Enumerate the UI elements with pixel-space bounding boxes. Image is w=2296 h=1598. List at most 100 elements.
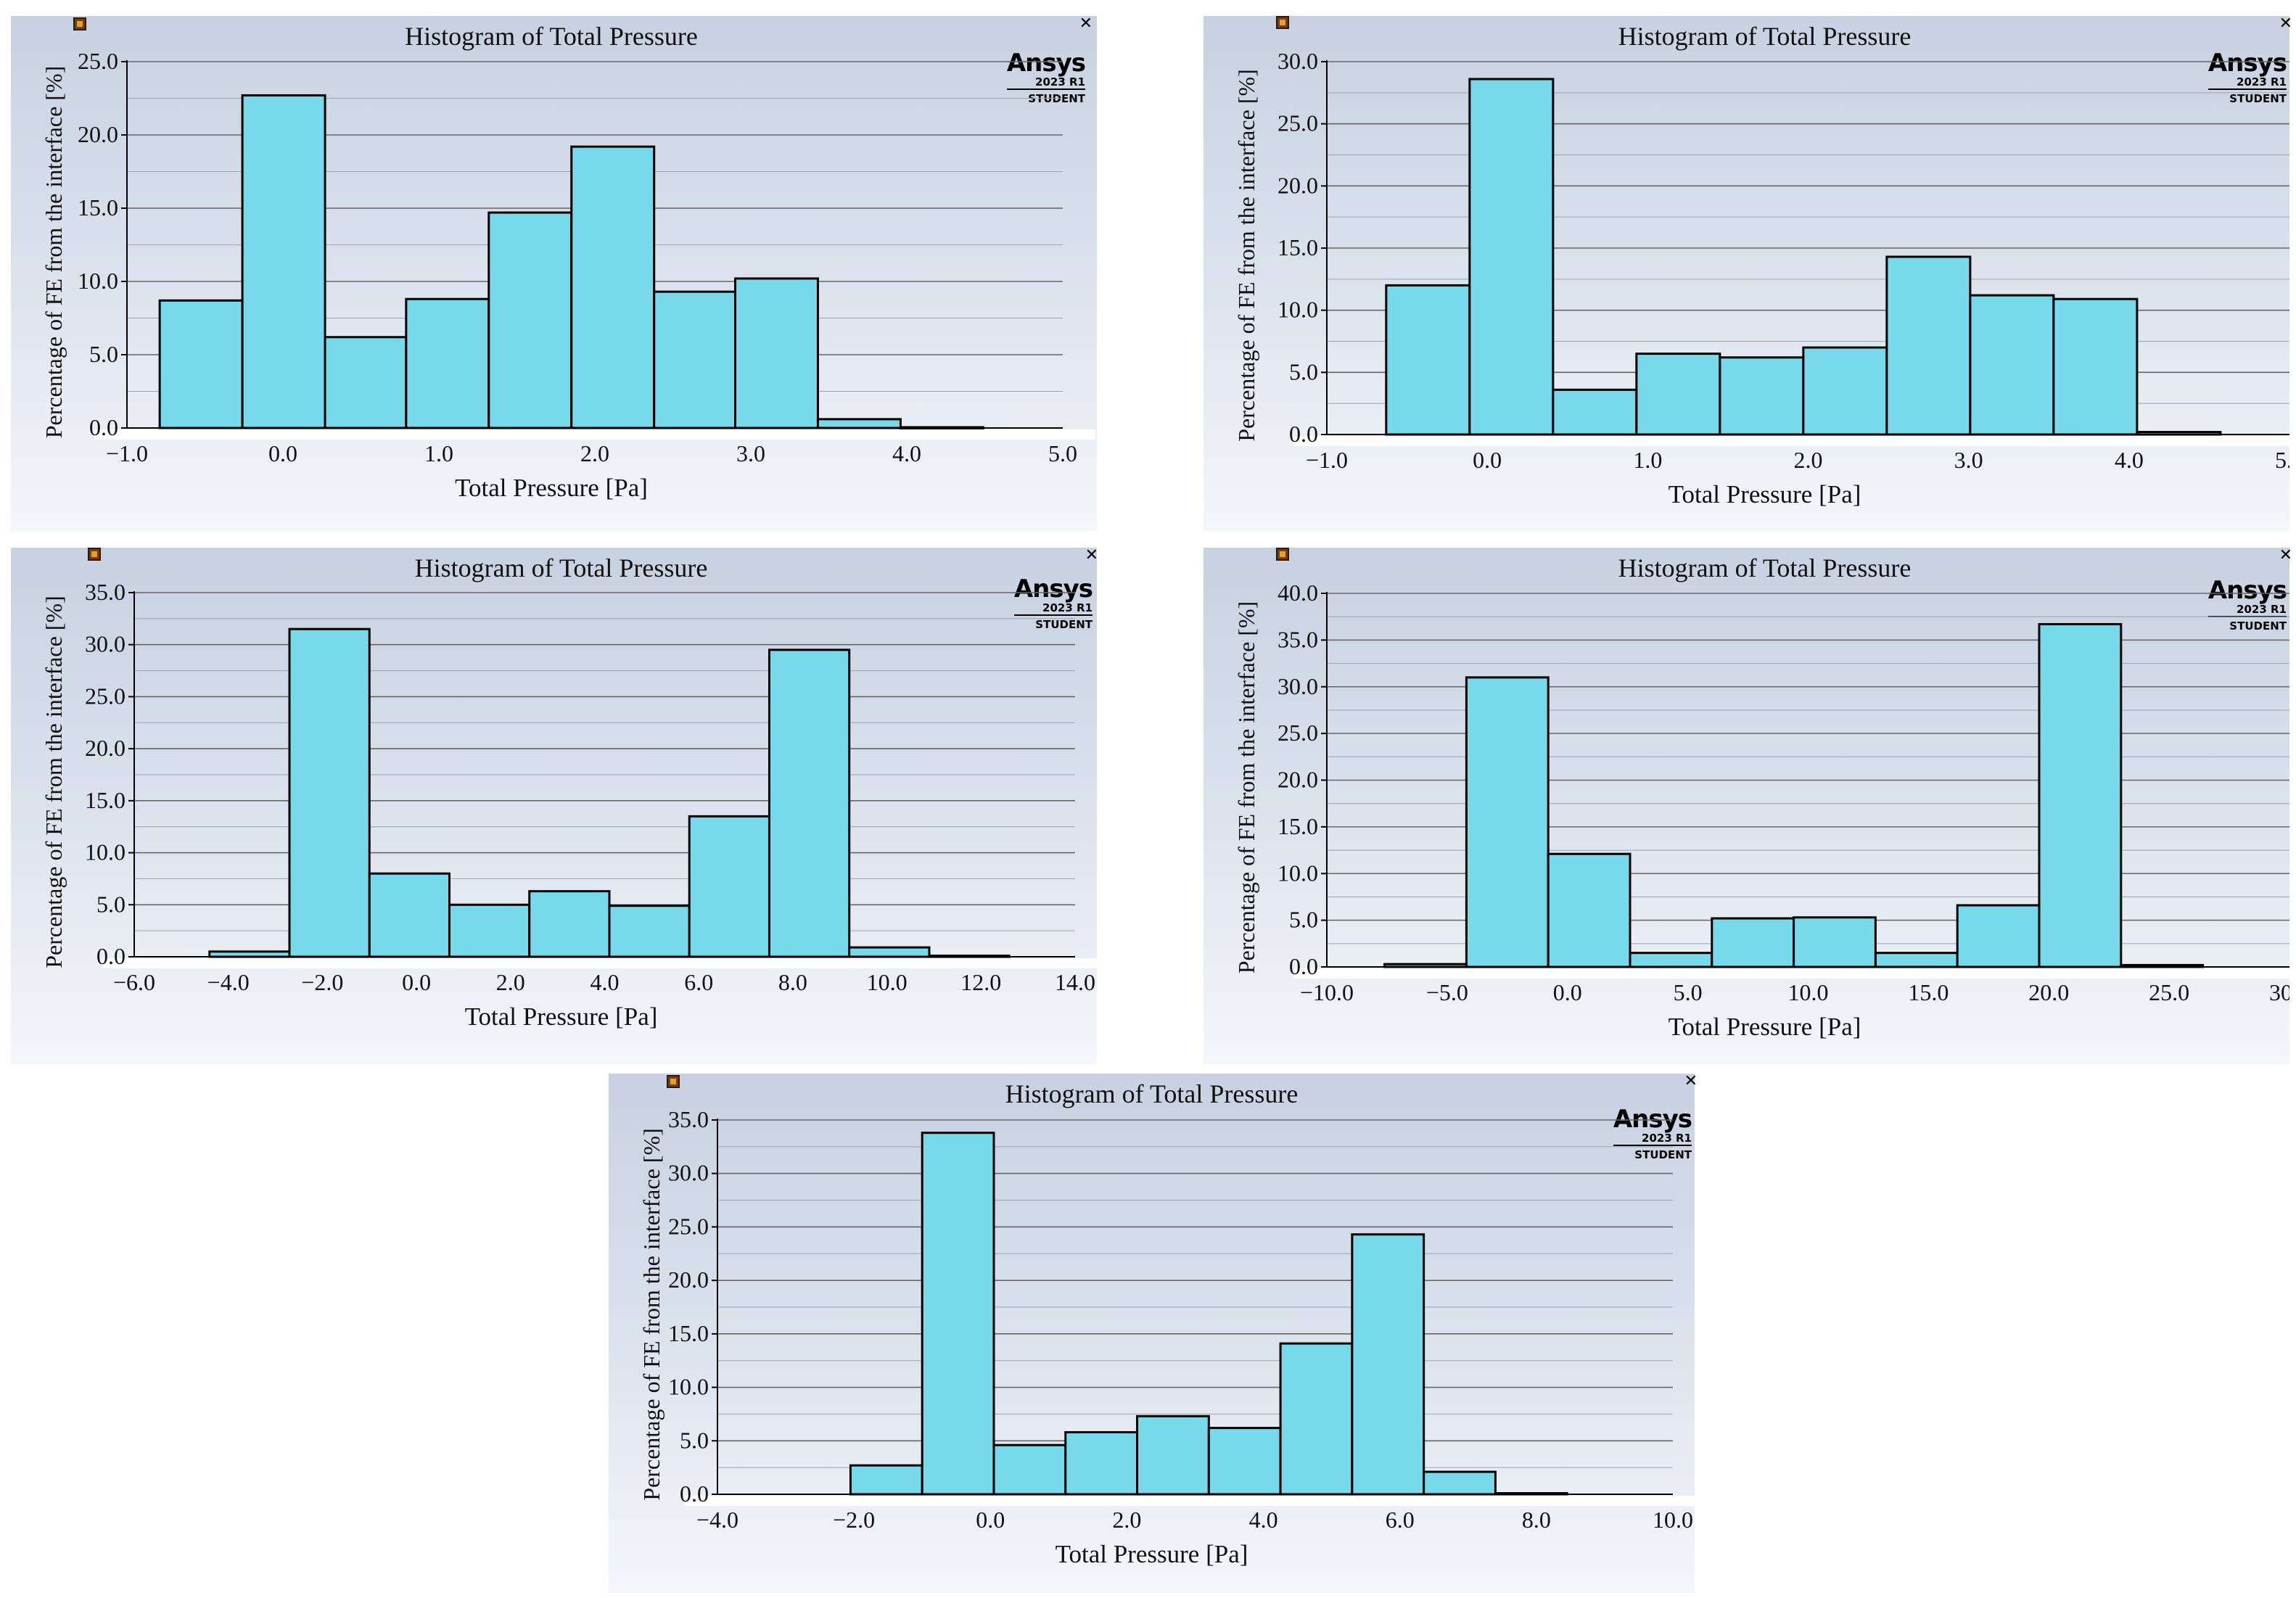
histogram-bar — [368, 872, 450, 958]
x-tick-label: 8.0 — [1522, 1507, 1551, 1533]
y-axis-label: Percentage of FE from the interface [%] — [41, 596, 67, 968]
x-tick-label: 6.0 — [1386, 1507, 1415, 1533]
axis-band — [1294, 968, 2289, 979]
ansys-logo: Ansys 2023 R1 STUDENT — [2207, 51, 2287, 106]
histogram-bar — [570, 145, 656, 429]
x-tick-label: 0.0 — [268, 440, 297, 466]
close-icon[interactable]: ✕ — [1079, 15, 1093, 33]
y-tick-label: 30.0 — [1277, 48, 1318, 74]
x-tick-label: 20.0 — [2028, 979, 2069, 1005]
histogram-bar — [1468, 78, 1555, 436]
x-tick-label: 4.0 — [1249, 1507, 1278, 1533]
y-tick-label: 5.0 — [1289, 907, 1318, 933]
histogram-chart-3: 0.0 5.0 10.0 15.0 20.0 25.0 30.0 35.0 −6.0 −4.0 −2… — [41, 553, 1097, 1031]
x-tick-label: 10.0 — [867, 969, 908, 995]
histogram-bar — [608, 905, 691, 958]
histogram-chart-2: 0.05.010.015.020.025.030.0−1.0 0.0 1.0 2.0 3… — [1233, 22, 2289, 508]
histogram-bar — [768, 648, 851, 958]
x-axis-label: Total Pressure [Pa] — [465, 1002, 658, 1031]
x-axis-label: Total Pressure [Pa] — [1668, 1013, 1861, 1041]
x-tick-label: 1.0 — [424, 440, 453, 466]
histogram-bar — [1969, 294, 2055, 436]
histogram-bar — [324, 336, 408, 429]
y-tick-label: 20.0 — [78, 121, 118, 147]
x-tick-label: −2.0 — [301, 969, 343, 995]
close-icon[interactable]: ✕ — [2279, 15, 2292, 33]
close-icon[interactable]: ✕ — [1085, 546, 1098, 564]
axis-band — [685, 1496, 1695, 1506]
histogram-bar — [1802, 346, 1888, 436]
histogram-chart-5: 0.0 5.0 10.0 15.0 20.0 25.0 30.0 35.0 −4.0 −2.0 0.… — [638, 1079, 1695, 1568]
close-icon[interactable]: ✕ — [2279, 546, 2292, 564]
histogram-bar — [208, 950, 291, 958]
histogram-bar — [448, 903, 531, 958]
y-tick-label: 30.0 — [85, 631, 126, 657]
histogram-bar — [2052, 297, 2139, 436]
chart-panel-4: ✕ Ansys 2023 R1 STUDENT 0.0 5.0 10.0 15.0 20… — [1203, 546, 2292, 1064]
y-tick-label: 5.0 — [680, 1427, 709, 1453]
y-tick-label: 25.0 — [78, 48, 118, 74]
histogram-bar — [2038, 622, 2123, 968]
close-icon[interactable]: ✕ — [1684, 1072, 1698, 1090]
x-tick-label: −1.0 — [1306, 447, 1348, 473]
y-tick-label: 15.0 — [668, 1320, 709, 1346]
x-tick-label: 15.0 — [1908, 979, 1949, 1005]
x-tick-label: 14.0 — [1055, 969, 1095, 995]
x-tick-label: −4.0 — [696, 1507, 738, 1533]
app-icon[interactable] — [1276, 548, 1289, 561]
histogram-bar — [1465, 676, 1550, 968]
y-tick-label: 35.0 — [85, 579, 126, 605]
histogram-bar — [405, 297, 490, 429]
app-icon[interactable] — [88, 548, 101, 561]
histogram-bar — [1793, 916, 1877, 968]
histogram-bar — [1629, 952, 1713, 968]
x-tick-label: −10.0 — [1300, 979, 1354, 1005]
logo-version: 2023 R1 — [2237, 75, 2287, 88]
app-icon[interactable] — [667, 1075, 680, 1088]
app-icon[interactable] — [1276, 16, 1289, 29]
y-tick-label: 25.0 — [1277, 110, 1318, 136]
x-tick-label: 4.0 — [591, 969, 620, 995]
histogram-bar — [1711, 917, 1795, 968]
logo-edition: STUDENT — [1013, 614, 1093, 632]
chart-title: Histogram of Total Pressure — [1618, 22, 1912, 51]
y-tick-label: 20.0 — [668, 1267, 709, 1293]
x-tick-label: 2.0 — [496, 969, 525, 995]
y-tick-label: 15.0 — [1277, 234, 1318, 260]
y-tick-label: 5.0 — [89, 341, 118, 367]
logo-version: 2023 R1 — [2237, 603, 2287, 616]
histogram-bar — [1136, 1414, 1210, 1496]
app-icon[interactable] — [73, 17, 86, 30]
histogram-bar — [653, 290, 737, 429]
histogram-bar — [1385, 284, 1471, 436]
histogram-chart-4: 0.0 5.0 10.0 15.0 20.0 25.0 30.0 35.0 40.0 −10.0 −… — [1233, 553, 2289, 1041]
histogram-bar — [528, 890, 611, 958]
histogram-bar — [1547, 852, 1632, 968]
x-tick-label: 4.0 — [892, 440, 921, 466]
y-axis-label: Percentage of FE from the interface [%] — [41, 66, 67, 439]
y-tick-label: 0.0 — [680, 1480, 709, 1507]
y-tick-label: 25.0 — [85, 683, 126, 709]
y-tick-label: 20.0 — [1277, 767, 1318, 793]
x-tick-label: 0.0 — [1473, 447, 1502, 473]
y-tick-label: 0.0 — [89, 414, 118, 440]
x-tick-label: 8.0 — [778, 969, 807, 995]
x-tick-label: 2.0 — [580, 440, 609, 466]
x-tick-label: 30.0 — [2269, 979, 2289, 1005]
chart-title: Histogram of Total Pressure — [415, 553, 708, 582]
histogram-bar — [688, 815, 770, 958]
y-tick-label: 25.0 — [1277, 720, 1318, 746]
y-tick-label: 20.0 — [1277, 172, 1318, 198]
x-tick-label: −2.0 — [833, 1507, 875, 1533]
y-tick-label: 0.0 — [1289, 421, 1318, 447]
x-tick-label: 4.0 — [2115, 447, 2144, 473]
histogram-bar — [241, 94, 326, 429]
histogram-bar — [288, 627, 371, 958]
chart-title: Histogram of Total Pressure — [1005, 1079, 1299, 1108]
y-tick-label: 15.0 — [78, 194, 118, 221]
x-tick-label: 2.0 — [1112, 1507, 1141, 1533]
x-tick-label: 2.0 — [1794, 447, 1823, 473]
x-tick-label: 10.0 — [1653, 1507, 1693, 1533]
x-tick-label: −1.0 — [106, 440, 148, 466]
logo-version: 2023 R1 — [1035, 75, 1085, 88]
